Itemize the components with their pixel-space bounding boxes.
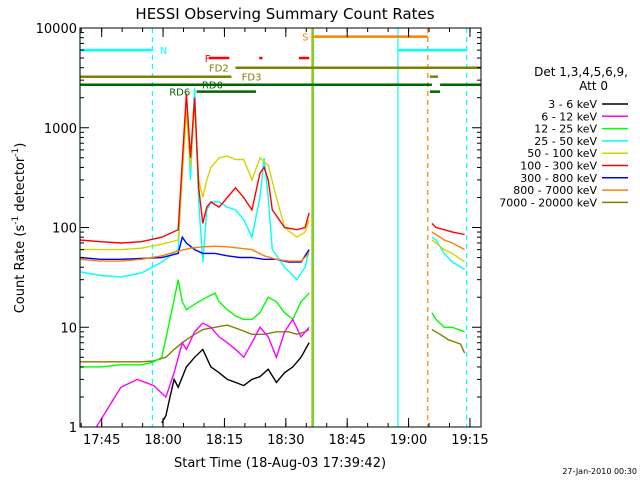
y-tick-label: 1000 [44,122,77,137]
legend-label-3: 25 - 50 keV [534,135,597,148]
x-axis-ticks: 17:45 18:00 18:15 18:30 18:45 19:00 19:15 [80,28,489,448]
y-axis-label-mid: detector [13,156,28,216]
y-axis-label-main: Count Rate (s [13,225,28,314]
flag-f-label: F [205,54,211,65]
series-line-10 [79,93,310,244]
legend-header-line2: Att 0 [579,79,608,93]
series-line-13 [79,245,310,262]
x-tick-label: 18:15 [206,433,243,448]
flag-n-label: N [160,46,167,57]
legend-label-5: 100 - 300 keV [520,160,597,173]
x-tick-label: 18:30 [267,433,304,448]
series-line-0 [80,324,310,363]
series-line-9 [431,239,466,263]
flag-rd6-label: RD6 [169,88,190,99]
plot-frame [79,27,482,428]
y-axis-label-exp2: -1 [11,148,21,157]
x-axis-label: Start Time (18-Aug-03 17:39:42) [174,456,386,471]
legend-label-0: 3 - 6 keV [548,98,597,111]
legend-label-6: 300 - 800 keV [520,172,597,185]
series-line-2 [80,279,310,368]
series-line-4 [95,317,310,428]
mode-vertical-lines [79,28,468,427]
flag-fd3-label: FD3 [242,73,262,84]
y-axis-label-end: ) [13,143,28,148]
series-group [79,88,466,428]
y-tick-label: 10 [60,321,77,336]
y-axis-label-exp1: -1 [11,216,21,225]
legend-label-2: 12 - 25 keV [534,123,597,136]
flag-fd2-label: FD2 [209,64,229,75]
legend-label-8: 7000 - 20000 keV [499,196,597,209]
legend-label-1: 6 - 12 keV [541,110,597,123]
y-axis-label: Count Rate (s-1 detector-1) [11,143,28,314]
footer-timestamp: 27-Jan-2010 00:30 [562,467,637,476]
y-axis-ticks: 1 10 100 1000 10000 [36,22,481,436]
flag-rd0-label: RD0 [202,81,223,92]
y-tick-label: 1 [69,421,77,436]
x-tick-label: 19:00 [390,433,427,448]
legend-label-7: 800 - 7000 keV [513,184,597,197]
series-line-5 [161,342,310,424]
series-line-14 [431,231,465,251]
series-line-8 [80,102,310,251]
legend-label-4: 50 - 100 keV [527,147,597,160]
x-tick-label: 19:15 [451,433,488,448]
chart-title: HESSI Observing Summary Count Rates [135,5,434,23]
legend-header-line1: Det 1,3,4,5,6,9, [534,65,628,79]
series-line-1 [431,328,466,354]
flag-s-label: S [302,33,308,44]
y-tick-label: 10000 [36,22,77,37]
y-tick-label: 100 [52,222,77,237]
x-tick-label: 18:00 [144,433,181,448]
series-line-7 [431,236,465,271]
x-tick-label: 17:45 [83,433,120,448]
series-line-11 [431,222,465,236]
series-line-6 [79,88,310,281]
x-tick-label: 18:45 [328,433,365,448]
series-line-3 [431,312,465,333]
